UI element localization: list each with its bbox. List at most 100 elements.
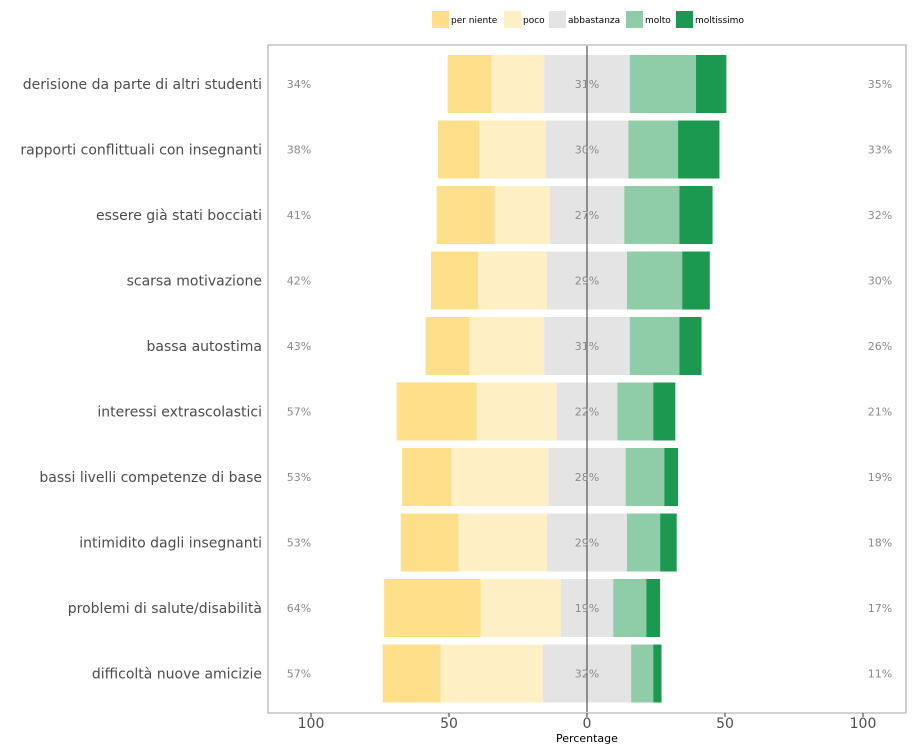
low-percent-label: 38% — [287, 144, 311, 157]
bar-per-niente-6 — [396, 382, 477, 441]
category-label: intimidito dagli insegnanti — [79, 536, 262, 552]
low-percent-label: 43% — [287, 340, 311, 353]
neutral-percent-label: 32% — [575, 668, 599, 681]
legend: per niente poco abbastanza molto moltissimo — [432, 11, 744, 28]
bar-poco-6 — [476, 382, 557, 441]
high-percent-label: 32% — [868, 209, 892, 222]
x-tick-label: 100 — [298, 716, 325, 732]
legend-label-molto: molto — [645, 16, 671, 26]
high-percent-label: 21% — [868, 406, 892, 419]
bar-moltissimo-4 — [682, 251, 710, 310]
bar-molto-10 — [631, 644, 654, 703]
bar-moltissimo-7 — [664, 448, 679, 506]
neutral-percent-label: 31% — [575, 78, 599, 91]
low-percent-label: 53% — [287, 537, 311, 550]
bar-moltissimo-10 — [653, 644, 662, 703]
category-label: essere già stati bocciati — [96, 208, 262, 224]
legend-label-abbastanza: abbastanza — [568, 16, 620, 26]
category-label: interessi extrascolastici — [97, 405, 262, 421]
low-percent-label: 64% — [287, 602, 311, 615]
bar-molto-9 — [613, 579, 647, 637]
category-label: difficoltà nuove amicizie — [92, 667, 262, 683]
x-axis: 100 50 0 50 100 — [298, 713, 877, 732]
bar-molto-2 — [628, 120, 679, 179]
legend-label-per-niente: per niente — [451, 16, 498, 26]
high-percent-label: 35% — [868, 78, 892, 91]
neutral-percent-label: 28% — [575, 471, 599, 484]
neutral-percent-label: 29% — [575, 275, 599, 288]
low-percent-label: 34% — [287, 78, 311, 91]
bar-poco-3 — [494, 186, 550, 244]
bar-per-niente-5 — [425, 317, 470, 375]
bar-per-niente-1 — [447, 55, 492, 113]
bar-moltissimo-2 — [678, 120, 720, 179]
category-labels: derisione da parte di altri studenti rapp… — [20, 77, 262, 683]
bar-molto-8 — [627, 513, 661, 572]
bar-molto-7 — [625, 448, 665, 506]
bar-poco-9 — [480, 579, 561, 637]
bar-per-niente-10 — [382, 644, 441, 703]
high-percent-label: 26% — [868, 340, 892, 353]
bar-poco-4 — [477, 251, 547, 310]
high-percent-label: 33% — [868, 144, 892, 157]
x-tick-label: 50 — [440, 716, 458, 732]
high-percent-label: 11% — [868, 668, 892, 681]
bar-per-niente-8 — [400, 513, 459, 572]
legend-swatch-poco — [504, 11, 521, 28]
bar-moltissimo-9 — [646, 579, 661, 637]
legend-swatch-moltissimo — [676, 11, 693, 28]
neutral-percent-label: 29% — [575, 537, 599, 550]
x-tick-label: 0 — [583, 716, 592, 732]
neutral-percent-label: 31% — [575, 340, 599, 353]
low-percent-label: 57% — [287, 668, 311, 681]
bar-moltissimo-5 — [679, 317, 702, 375]
high-percent-label: 19% — [868, 471, 892, 484]
bar-moltissimo-3 — [679, 186, 713, 244]
low-percent-label: 42% — [287, 275, 311, 288]
bar-moltissimo-1 — [696, 55, 727, 113]
bar-molto-4 — [627, 251, 683, 310]
bar-poco-7 — [451, 448, 549, 506]
category-label: bassi livelli competenze di base — [39, 470, 262, 486]
high-percent-label: 30% — [868, 275, 892, 288]
bar-per-niente-9 — [384, 579, 481, 637]
neutral-percent-label: 22% — [575, 406, 599, 419]
category-label: derisione da parte di altri studenti — [23, 77, 262, 93]
low-percent-label: 57% — [287, 406, 311, 419]
legend-label-poco: poco — [523, 16, 545, 26]
legend-swatch-abbastanza — [549, 11, 566, 28]
high-percent-label: 18% — [868, 537, 892, 550]
bar-per-niente-7 — [402, 448, 452, 506]
bar-area — [382, 55, 727, 703]
bar-poco-2 — [479, 120, 546, 179]
legend-swatch-molto — [626, 11, 643, 28]
category-label: scarsa motivazione — [127, 274, 262, 290]
bar-molto-1 — [629, 55, 697, 113]
x-tick-label: 100 — [850, 716, 877, 732]
bar-poco-1 — [491, 55, 545, 113]
bar-poco-10 — [440, 644, 543, 703]
legend-label-moltissimo: moltissimo — [695, 16, 744, 26]
percentage-labels: 34% 31% 35% 38% 30% 33% 41% 27% 32% 42% 29% 30% 43% 3… — [287, 78, 892, 681]
bar-per-niente-4 — [431, 251, 478, 310]
legend-swatch-per-niente — [432, 11, 449, 28]
bar-per-niente-3 — [436, 186, 495, 244]
category-label: problemi di salute/disabilità — [68, 601, 262, 617]
category-label: bassa autostima — [147, 339, 262, 355]
x-axis-title: Percentage — [556, 732, 618, 745]
bar-molto-3 — [624, 186, 680, 244]
high-percent-label: 17% — [868, 602, 892, 615]
neutral-percent-label: 30% — [575, 144, 599, 157]
bar-moltissimo-8 — [660, 513, 677, 572]
neutral-percent-label: 19% — [575, 602, 599, 615]
bar-per-niente-2 — [437, 120, 480, 179]
category-label: rapporti conflittuali con insegnanti — [20, 143, 262, 159]
bar-poco-8 — [458, 513, 547, 572]
bar-poco-5 — [469, 317, 545, 375]
bar-moltissimo-6 — [653, 382, 676, 441]
bar-molto-5 — [629, 317, 680, 375]
neutral-percent-label: 27% — [575, 209, 599, 222]
bar-molto-6 — [617, 382, 654, 441]
